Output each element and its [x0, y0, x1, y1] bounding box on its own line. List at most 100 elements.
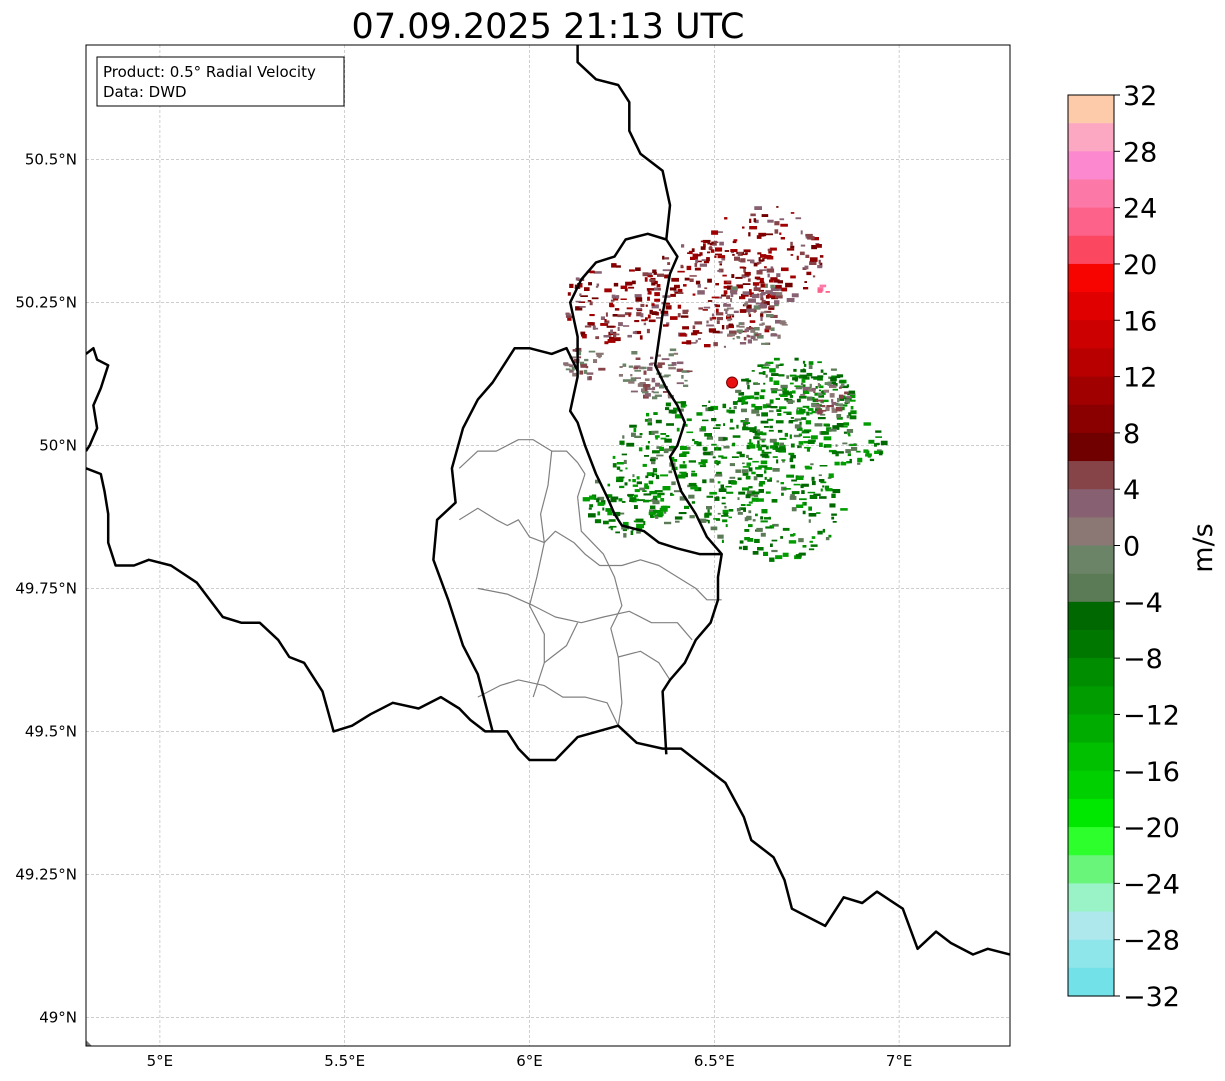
inbound-echo [760, 364, 767, 367]
zero-velocity-echo [740, 322, 745, 326]
inbound-echo [809, 494, 818, 499]
inbound-echo [775, 397, 780, 400]
zero-velocity-echo [598, 356, 601, 359]
strong-outbound-echo [817, 288, 823, 293]
outbound-echo [770, 277, 778, 281]
inbound-echo [775, 555, 783, 560]
inbound-echo [772, 523, 779, 527]
outbound-echo [635, 297, 643, 302]
inbound-echo [642, 490, 647, 492]
inbound-echo [736, 424, 739, 429]
zero-velocity-echo [748, 335, 751, 338]
outbound-echo [567, 292, 571, 296]
inbound-echo [606, 494, 613, 498]
outbound-echo [651, 304, 659, 309]
outbound-echo [733, 239, 738, 242]
inbound-echo [671, 494, 675, 496]
inbound-echo [788, 420, 794, 424]
inbound-echo [752, 519, 756, 522]
regional-border [458, 507, 722, 601]
inbound-echo [749, 444, 756, 449]
inbound-echo [754, 494, 759, 497]
regional-border [477, 587, 693, 641]
inbound-echo [811, 435, 818, 440]
colorbar-band [1068, 601, 1114, 631]
inbound-echo [776, 389, 784, 391]
inbound-echo [761, 439, 765, 443]
outbound-echo [785, 282, 793, 288]
inbound-echo [745, 475, 751, 480]
outbound-echo [694, 321, 703, 325]
outbound-echo [759, 269, 767, 271]
outbound-echo [715, 304, 720, 308]
outbound-echo [566, 315, 574, 318]
inbound-echo [708, 407, 714, 411]
outbound-echo [647, 314, 651, 319]
inbound-echo [808, 519, 811, 523]
inbound-echo [649, 458, 655, 462]
inbound-echo [800, 382, 804, 385]
inbound-echo [665, 407, 670, 411]
colorbar-tick-label: 20 [1123, 250, 1157, 281]
inbound-echo [823, 436, 832, 441]
outbound-echo [817, 264, 823, 269]
outbound-echo [713, 342, 718, 347]
inbound-echo [742, 545, 748, 551]
inbound-echo [665, 435, 670, 438]
outbound-echo [669, 287, 677, 291]
inbound-echo [645, 445, 650, 450]
national-border [86, 346, 110, 452]
outbound-echo [735, 276, 743, 279]
inbound-echo [780, 394, 788, 397]
zero-velocity-echo [739, 326, 745, 328]
inbound-echo [758, 489, 764, 493]
inbound-echo [836, 416, 843, 420]
zero-velocity-echo [628, 381, 635, 384]
inbound-echo [804, 465, 810, 468]
outbound-echo [587, 322, 593, 326]
map-area[interactable] [85, 44, 1011, 1047]
outbound-echo [736, 284, 744, 289]
zero-velocity-echo [655, 364, 663, 369]
outbound-echo [756, 270, 763, 275]
outbound-echo [613, 282, 619, 287]
inbound-echo [728, 509, 734, 512]
inbound-echo [712, 456, 716, 459]
outbound-echo [677, 313, 681, 318]
zero-velocity-echo [836, 403, 844, 407]
zero-velocity-echo [746, 334, 749, 338]
inbound-echo [764, 470, 767, 474]
inbound-echo [780, 482, 784, 485]
zero-velocity-echo [829, 393, 835, 398]
outbound-echo [647, 275, 653, 277]
colorbar-tick-label: 8 [1123, 419, 1140, 450]
zero-velocity-echo [826, 405, 834, 408]
lat-tick-label: 49.75°N [15, 579, 77, 597]
outbound-echo [740, 258, 746, 263]
inbound-echo [856, 450, 861, 453]
outbound-echo [776, 206, 779, 208]
inbound-echo [857, 457, 863, 463]
zero-velocity-echo [642, 366, 647, 370]
outbound-echo [712, 330, 720, 334]
inbound-echo [691, 501, 696, 504]
inbound-echo [770, 543, 773, 547]
lon-tick-label: 5°E [147, 1052, 174, 1070]
inbound-echo [779, 437, 787, 440]
zero-velocity-echo [727, 333, 736, 337]
outbound-echo [803, 287, 809, 290]
outbound-echo [799, 251, 805, 256]
colorbar-band [1068, 827, 1114, 856]
colorbar-tick-label: −24 [1123, 869, 1180, 900]
inbound-echo [836, 414, 842, 418]
inbound-echo [686, 418, 692, 422]
colorbar-tick-label: 32 [1123, 81, 1157, 112]
inbound-echo [721, 496, 726, 499]
zero-velocity-echo [650, 362, 657, 365]
inbound-echo [835, 444, 838, 447]
zero-velocity-echo [580, 361, 585, 366]
inbound-echo [818, 474, 822, 477]
outbound-echo [692, 293, 696, 296]
outbound-echo [714, 255, 717, 258]
zero-velocity-echo [775, 319, 782, 324]
